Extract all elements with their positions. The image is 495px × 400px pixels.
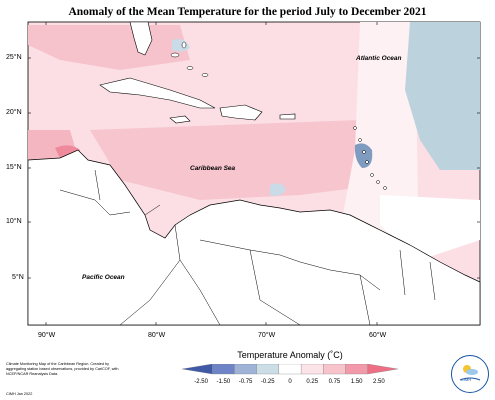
latitude-label: 20°N: [6, 109, 22, 116]
legend-swatch: [234, 364, 257, 375]
cool-anomaly-spot: [172, 39, 190, 52]
cuba-land: [99, 77, 216, 109]
legend-tick-label: -1.50: [216, 379, 231, 385]
legend-swatch: [278, 364, 302, 375]
legend-tick-label: 2.50: [373, 379, 385, 385]
legend-swatch: [367, 364, 398, 375]
lat-ticks: [28, 57, 480, 279]
legend-swatch: [212, 364, 235, 375]
legend-tick-label: 1.50: [350, 379, 363, 385]
atlantic-ocean-label: Atlantic Ocean: [355, 55, 402, 62]
legend-tick-label: -0.25: [260, 379, 275, 385]
longitude-label: 90°W: [38, 332, 56, 339]
puerto-rico-land: [279, 113, 296, 120]
warm-anomaly-region: [90, 120, 380, 200]
cimh-logo: [451, 355, 489, 393]
longitude-label: 80°W: [148, 332, 166, 339]
logo-text: CIMH: [461, 377, 472, 382]
latitude-label: 10°N: [6, 218, 22, 225]
country-borders: [59, 169, 436, 326]
latitude-label: 5°N: [12, 274, 24, 281]
legend-tick-label: 0: [288, 379, 292, 385]
legend-tick-label: -0.75: [238, 379, 253, 385]
cool-anomaly-region: [405, 22, 480, 170]
legend-tick-label: 0.75: [328, 379, 341, 385]
legend-swatch: [182, 364, 213, 375]
legend-swatch: [300, 364, 324, 375]
sun-cloud-icon: [459, 365, 481, 381]
latitude-label: 25°N: [6, 54, 22, 61]
legend-title: Temperature Anomaly (˚C): [237, 350, 343, 360]
latitude-label: 15°N: [6, 164, 22, 171]
legend-swatch: [323, 364, 346, 375]
legend-swatch: [256, 364, 280, 375]
cool-anomaly-spot: [270, 183, 286, 196]
florida-land: [129, 21, 153, 56]
pacific-ocean-label: Pacific Ocean: [82, 274, 125, 281]
legend-colorbar: [182, 364, 398, 375]
bahamas-islands: [170, 41, 209, 77]
map-title: Anomaly of the Mean Temperature for the …: [68, 6, 427, 18]
longitude-label: 70°W: [258, 332, 276, 339]
caribbean-sea-label: Caribbean Sea: [190, 165, 236, 172]
legend-tick-label: 0.25: [306, 379, 319, 385]
map-credit: CIMH Jan 2022: [6, 392, 33, 396]
central-america-land: [27, 149, 481, 326]
lesser-antilles-islands: [353, 126, 387, 190]
longitude-label: 60°W: [369, 332, 387, 339]
legend-swatch: [345, 364, 368, 375]
hispaniola-land: [219, 104, 263, 121]
jamaica-land: [169, 115, 191, 124]
lon-ticks: [45, 22, 378, 325]
map-footnote: Climate Monitoring Map of the Caribbean …: [6, 362, 119, 376]
legend-tick-label: -2.50: [194, 379, 208, 385]
